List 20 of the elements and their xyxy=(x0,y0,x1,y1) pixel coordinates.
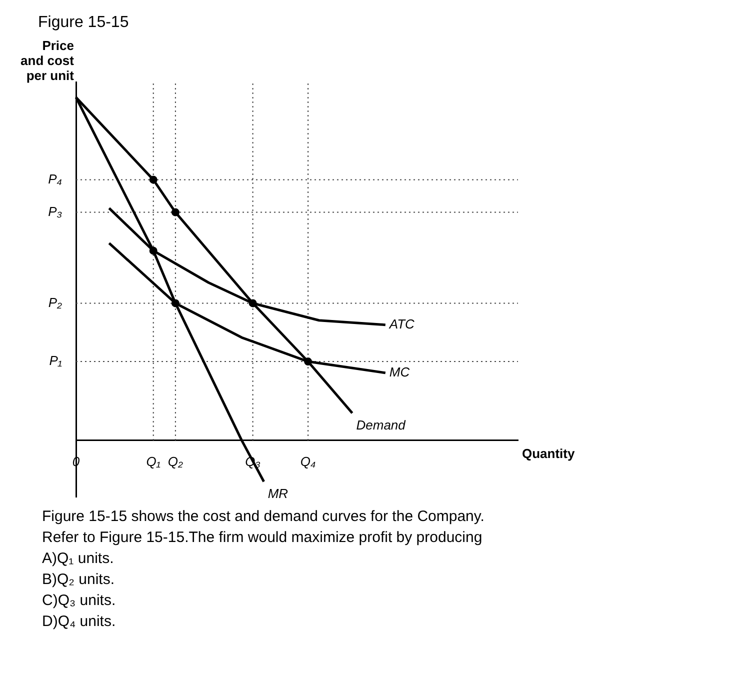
text: B)Q₂ units. xyxy=(42,570,116,590)
x-tick-label: Q₄ xyxy=(300,454,316,469)
caption: Figure 15-15 shows the cost and demand curves for the Company. xyxy=(42,507,486,527)
ref-line-label: P₃ xyxy=(48,204,62,219)
series-label: Demand xyxy=(356,418,406,433)
series-label: ATC xyxy=(388,316,416,332)
x-tick-label: Q₂ xyxy=(168,454,184,469)
x-tick-label: Q₁ xyxy=(146,454,160,469)
x-axis-title: Quantity xyxy=(522,446,576,462)
ref-line-label: P₂ xyxy=(48,294,62,310)
series-label: MR xyxy=(268,486,288,502)
text: D)Q₄ units. xyxy=(42,612,117,632)
series-label: MC xyxy=(389,364,410,380)
ref-line-label: P₄ xyxy=(48,171,62,186)
y-axis-title: Price and cost per unit xyxy=(20,38,75,84)
chart-title: Figure 15-15 xyxy=(38,14,130,32)
ref-line-label: P₁ xyxy=(49,353,62,368)
text: A)Q₁ units. xyxy=(42,549,115,569)
text: C)Q₃ units. xyxy=(42,591,117,611)
text: Refer to Figure 15-15.The firm would maximize profit by producing xyxy=(42,528,484,548)
